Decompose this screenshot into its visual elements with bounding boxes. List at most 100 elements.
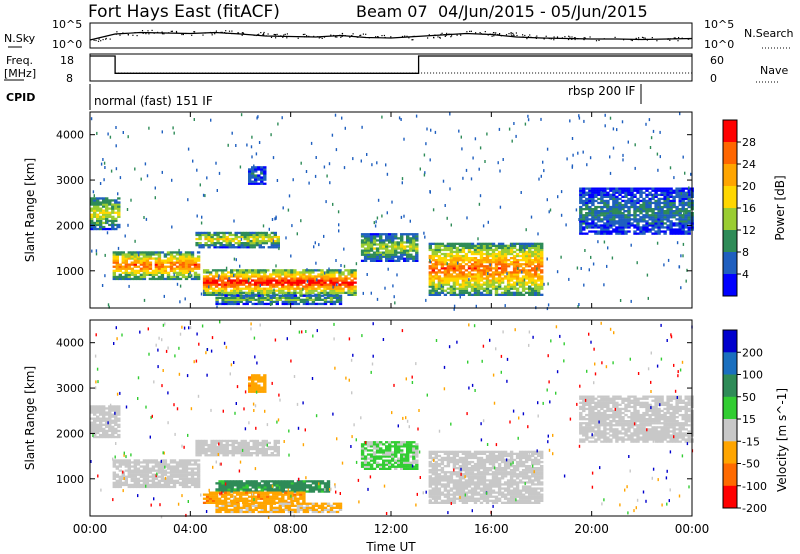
power-speckle-cell bbox=[124, 234, 126, 238]
power-cell bbox=[669, 222, 673, 225]
power-cell bbox=[633, 195, 637, 198]
power-cell bbox=[266, 302, 270, 306]
power-cell bbox=[534, 285, 538, 288]
power-cell bbox=[440, 271, 445, 274]
nsearch-dot bbox=[459, 33, 461, 35]
power-cell bbox=[633, 189, 637, 192]
power-cell bbox=[142, 259, 147, 262]
power-cell bbox=[293, 298, 298, 301]
power-cell bbox=[434, 261, 438, 264]
velocity-cell bbox=[254, 482, 258, 485]
power-cell bbox=[391, 247, 395, 250]
power-cell bbox=[440, 287, 445, 290]
power-cell bbox=[251, 298, 255, 301]
power-cell bbox=[335, 277, 339, 280]
velocity-cell bbox=[290, 486, 295, 489]
power-cell bbox=[366, 233, 371, 236]
velocity-cell bbox=[181, 461, 186, 464]
power-cell bbox=[687, 232, 691, 235]
power-cell bbox=[127, 257, 131, 260]
velocity-cell bbox=[204, 439, 208, 443]
power-cell bbox=[473, 283, 478, 286]
power-cell bbox=[476, 269, 481, 272]
velocity-cell bbox=[105, 425, 109, 428]
velocity-cell bbox=[230, 482, 234, 485]
power-cell bbox=[603, 232, 607, 235]
velocity-cell bbox=[130, 471, 134, 474]
power-cell bbox=[651, 232, 655, 235]
power-cell bbox=[540, 283, 544, 286]
power-cell bbox=[657, 203, 661, 207]
power-cell bbox=[290, 271, 294, 274]
power-cell bbox=[308, 298, 313, 301]
velocity-cell bbox=[293, 490, 298, 493]
nsearch-dot bbox=[283, 34, 285, 36]
power-cell bbox=[600, 230, 604, 233]
power-speckle-cell bbox=[683, 212, 685, 216]
velocity-cell bbox=[172, 485, 177, 489]
velocity-cell bbox=[124, 469, 128, 472]
power-cell bbox=[248, 294, 252, 297]
power-cell bbox=[296, 291, 300, 294]
power-cell bbox=[311, 285, 315, 288]
power-cell bbox=[299, 277, 303, 280]
velocity-cell bbox=[93, 433, 97, 437]
power-cell bbox=[600, 220, 604, 223]
power-cell bbox=[627, 205, 631, 209]
power-cell bbox=[112, 259, 116, 262]
power-cell bbox=[142, 253, 147, 256]
power-cell bbox=[157, 269, 162, 272]
power-speckle-cell bbox=[341, 116, 343, 120]
power-cell bbox=[506, 248, 511, 252]
power-cell bbox=[284, 287, 288, 290]
power-cell bbox=[678, 226, 682, 229]
power-cell bbox=[394, 245, 398, 248]
power-cell bbox=[111, 203, 115, 206]
power-speckle-cell bbox=[292, 178, 294, 182]
power-speckle-cell bbox=[300, 219, 302, 223]
power-cell bbox=[624, 210, 628, 213]
power-speckle-cell bbox=[218, 171, 221, 175]
power-cell bbox=[323, 287, 327, 290]
power-cell bbox=[391, 235, 395, 238]
power-speckle-cell bbox=[508, 127, 511, 131]
power-cell bbox=[497, 277, 502, 280]
power-cell bbox=[388, 257, 392, 260]
velocity-cell bbox=[302, 484, 307, 487]
power-cell bbox=[660, 210, 664, 213]
power-cell bbox=[196, 267, 201, 270]
power-cell bbox=[684, 214, 688, 217]
power-cell bbox=[687, 193, 691, 196]
power-cell bbox=[154, 267, 159, 270]
velocity-cell bbox=[308, 490, 313, 493]
nsky-tick-bottom: 10^0 bbox=[52, 38, 82, 51]
power-cell bbox=[506, 277, 511, 280]
power-cell bbox=[521, 289, 526, 292]
power-cell bbox=[494, 285, 499, 288]
power-cell bbox=[612, 224, 616, 227]
power-cell bbox=[248, 174, 252, 177]
power-cell bbox=[648, 214, 652, 217]
power-cell bbox=[482, 277, 487, 280]
power-cell bbox=[434, 291, 438, 294]
power-cell bbox=[196, 259, 201, 262]
power-cell bbox=[684, 230, 688, 233]
power-cell bbox=[479, 277, 484, 280]
velocity-cell bbox=[178, 473, 183, 476]
velocity-cell bbox=[96, 423, 100, 426]
power-cell bbox=[512, 271, 517, 274]
power-cell bbox=[591, 193, 595, 196]
power-cell bbox=[582, 189, 586, 192]
power-speckle-cell bbox=[337, 210, 340, 214]
velocity-cell bbox=[196, 473, 201, 476]
power-cell bbox=[509, 271, 514, 274]
velocity-cell bbox=[151, 469, 156, 472]
nsearch-dot bbox=[584, 37, 586, 39]
velocity-cell bbox=[257, 486, 261, 489]
power-cell bbox=[222, 235, 226, 239]
velocity-cell bbox=[178, 471, 183, 474]
nsearch-dot bbox=[598, 39, 600, 41]
power-cell bbox=[344, 275, 348, 278]
velocity-cell bbox=[299, 486, 304, 489]
velocity-cell bbox=[260, 480, 264, 483]
